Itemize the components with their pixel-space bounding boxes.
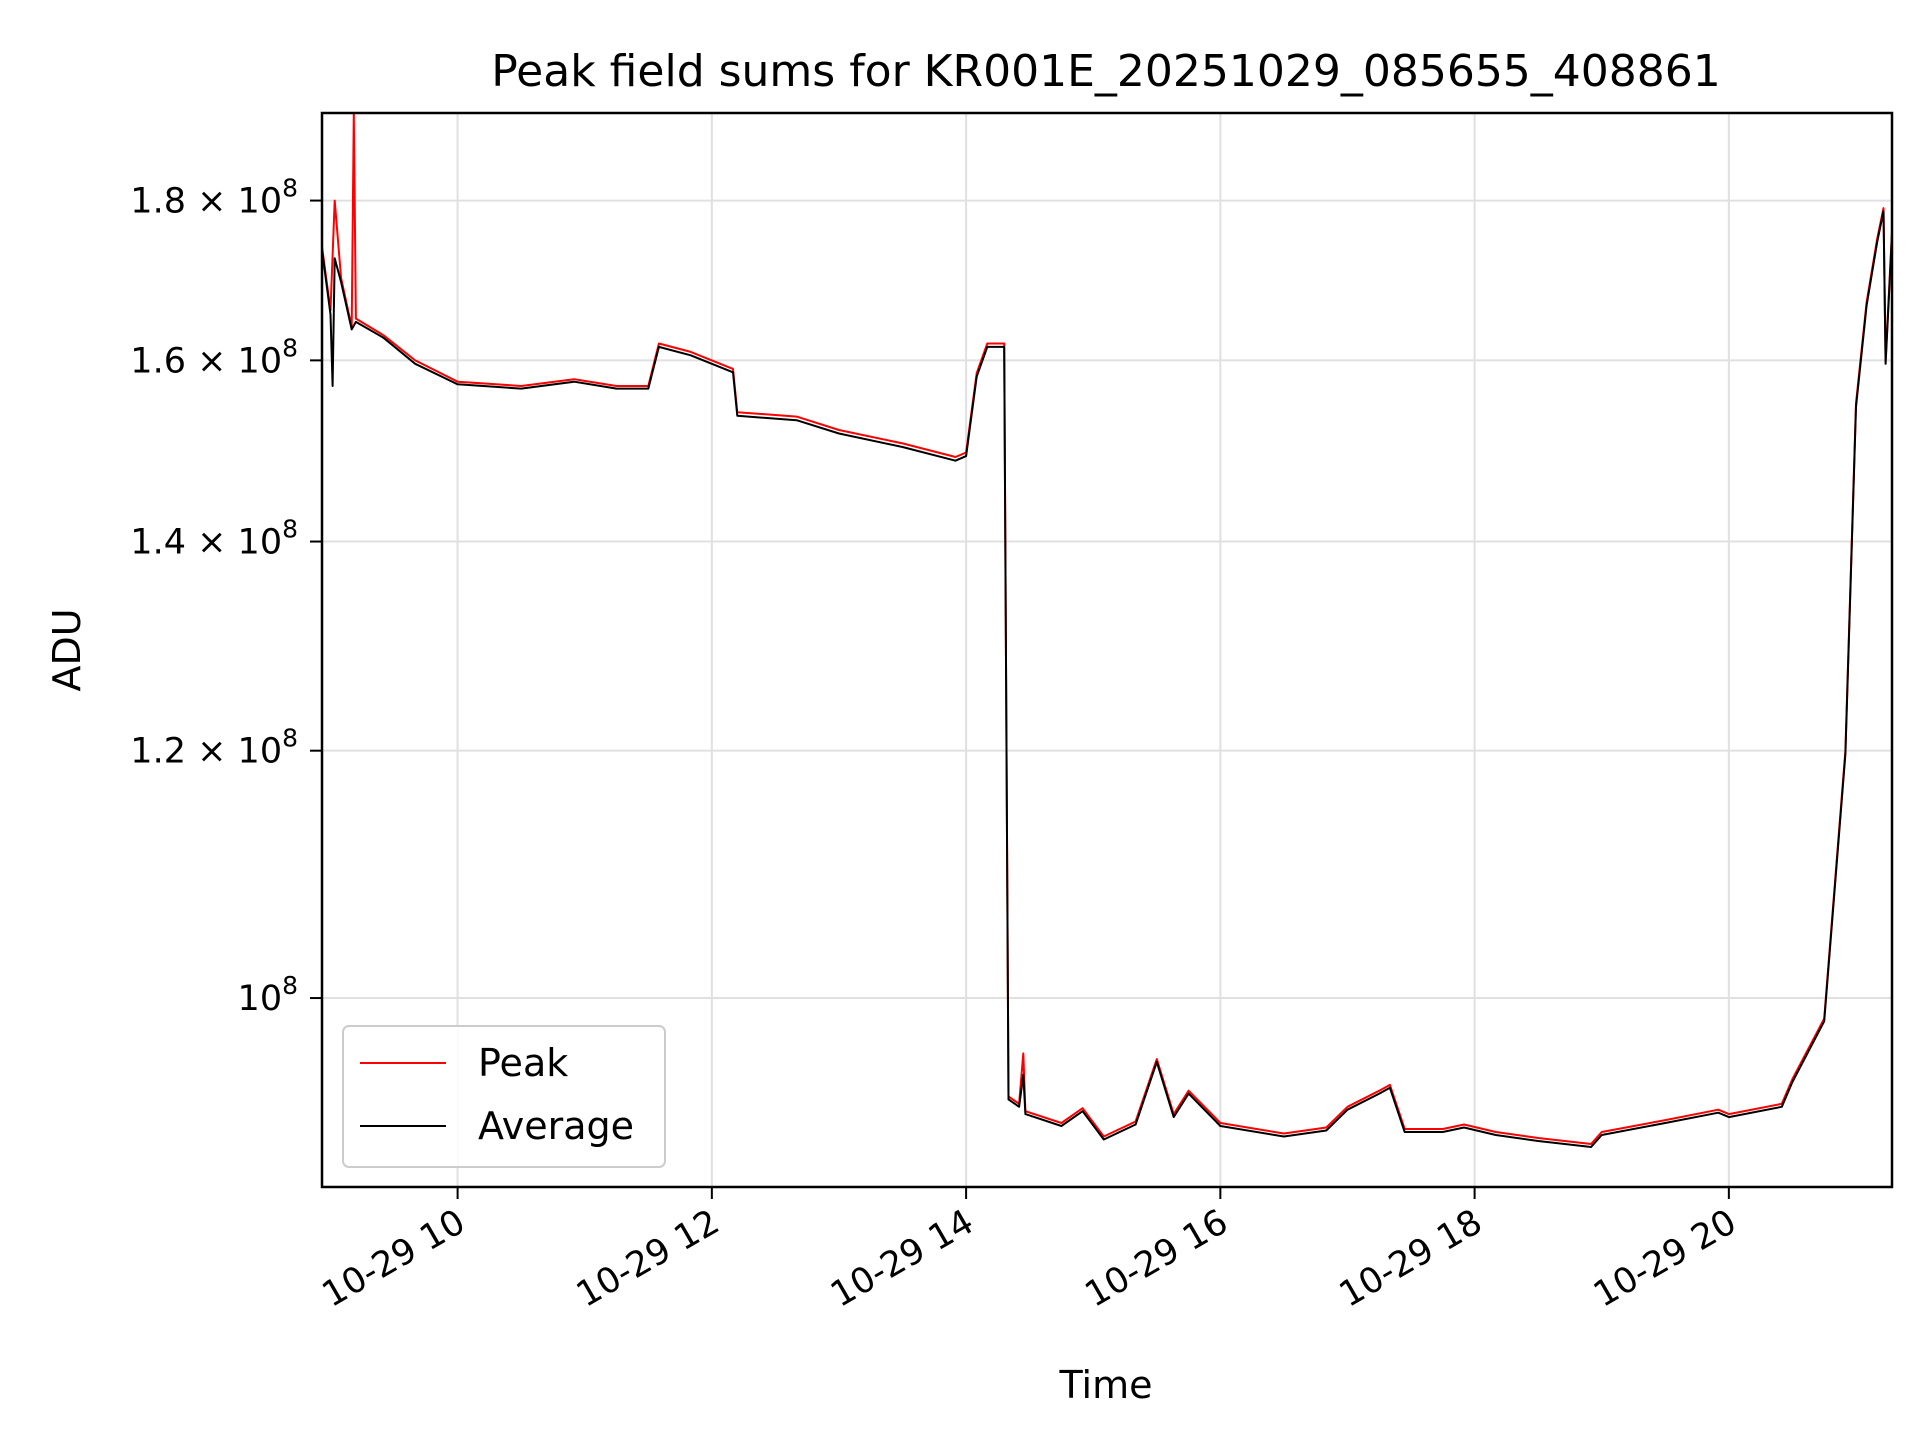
y-tick-label: 108 bbox=[238, 971, 298, 1019]
legend-label: Peak bbox=[478, 1041, 568, 1085]
y-tick-label: 1.4 × 108 bbox=[130, 515, 298, 563]
y-tick-label: 1.6 × 108 bbox=[130, 333, 298, 381]
series-line-peak bbox=[321, 112, 1893, 1145]
legend-box bbox=[342, 1025, 666, 1168]
y-axis-label: ADU bbox=[45, 608, 89, 691]
legend-label: Average bbox=[478, 1104, 634, 1148]
legend[interactable]: Peak Average bbox=[342, 1025, 666, 1168]
y-tick-label: 1.2 × 108 bbox=[130, 724, 298, 772]
series-line-average bbox=[321, 210, 1893, 1148]
y-tick-label: 1.8 × 108 bbox=[130, 174, 298, 222]
y-axis: 108 1.2 × 108 1.4 × 108 1.6 × 108 1.8 × 108 bbox=[130, 174, 322, 1019]
grid bbox=[322, 113, 1892, 1187]
x-axis-label: Time bbox=[1059, 1363, 1153, 1407]
chart-title: Peak field sums for KR001E_20251029_0856… bbox=[491, 46, 1721, 97]
plot-frame bbox=[320, 111, 1894, 1189]
series-layer bbox=[321, 112, 1893, 1148]
